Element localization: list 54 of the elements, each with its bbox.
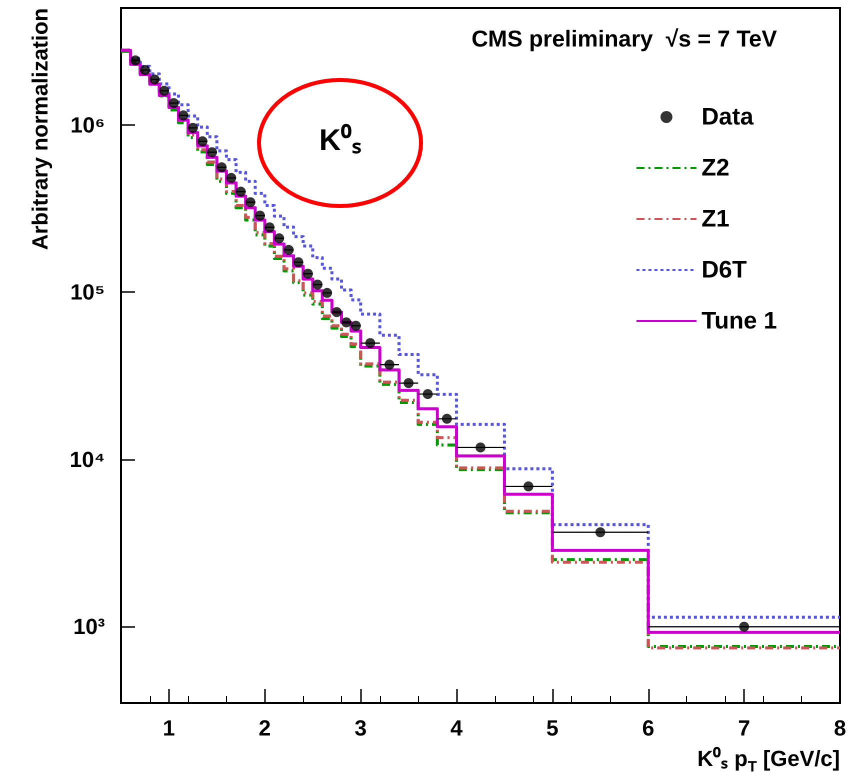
point [197, 136, 208, 146]
y-tick-label: 10³ [73, 614, 105, 640]
text: CMS preliminary √s = 7 TeV [471, 26, 778, 52]
point [302, 268, 313, 279]
point [384, 360, 394, 370]
point [188, 122, 198, 133]
point [365, 338, 376, 348]
x-tick-label: 6 [642, 716, 654, 740]
legend-label: Z2 [701, 154, 730, 182]
x-axis-title: K⁰ₛ p$_{T}$ [GeV/c] [697, 745, 840, 776]
y-tick-label: 10⁴ [70, 446, 105, 472]
point [168, 98, 179, 108]
point [442, 414, 452, 424]
x-tick-label: 3 [354, 716, 367, 740]
point [422, 389, 433, 400]
y-axis-title: Arbitrary normalization [28, 8, 52, 250]
point [404, 378, 414, 388]
point [150, 74, 160, 84]
legend-label: D6T [701, 256, 748, 284]
point [274, 233, 284, 244]
point [236, 186, 246, 197]
point [350, 320, 361, 331]
point [226, 172, 236, 183]
point [159, 86, 170, 96]
y-tick-label: 10⁶ [70, 112, 105, 138]
point [332, 307, 342, 318]
point [130, 55, 140, 66]
x-tick-label: 4 [450, 716, 464, 740]
point [341, 317, 352, 328]
point [245, 197, 256, 208]
x-tick-label: 2 [258, 716, 271, 740]
legend-label: Z1 [701, 206, 730, 232]
point [312, 280, 323, 290]
point [322, 288, 332, 298]
point [207, 147, 218, 158]
y-tick-label: 10⁵ [70, 280, 105, 305]
x-tick-label: 1 [162, 716, 176, 740]
point [739, 622, 750, 632]
point [216, 162, 227, 172]
x-tick-label: 7 [738, 716, 750, 740]
point [293, 257, 304, 268]
point [255, 210, 266, 221]
point [523, 481, 534, 492]
legend-label: Tune 1 [701, 308, 777, 334]
x-tick-label: 5 [546, 716, 559, 740]
point [178, 110, 188, 120]
point [284, 244, 294, 255]
point [476, 442, 486, 452]
point [264, 222, 275, 232]
legend-label: Data [701, 104, 754, 130]
x-tick-label: 8 [834, 716, 846, 740]
point [140, 64, 150, 75]
point [595, 527, 606, 538]
annotation: K⁰ₛ [318, 122, 362, 159]
